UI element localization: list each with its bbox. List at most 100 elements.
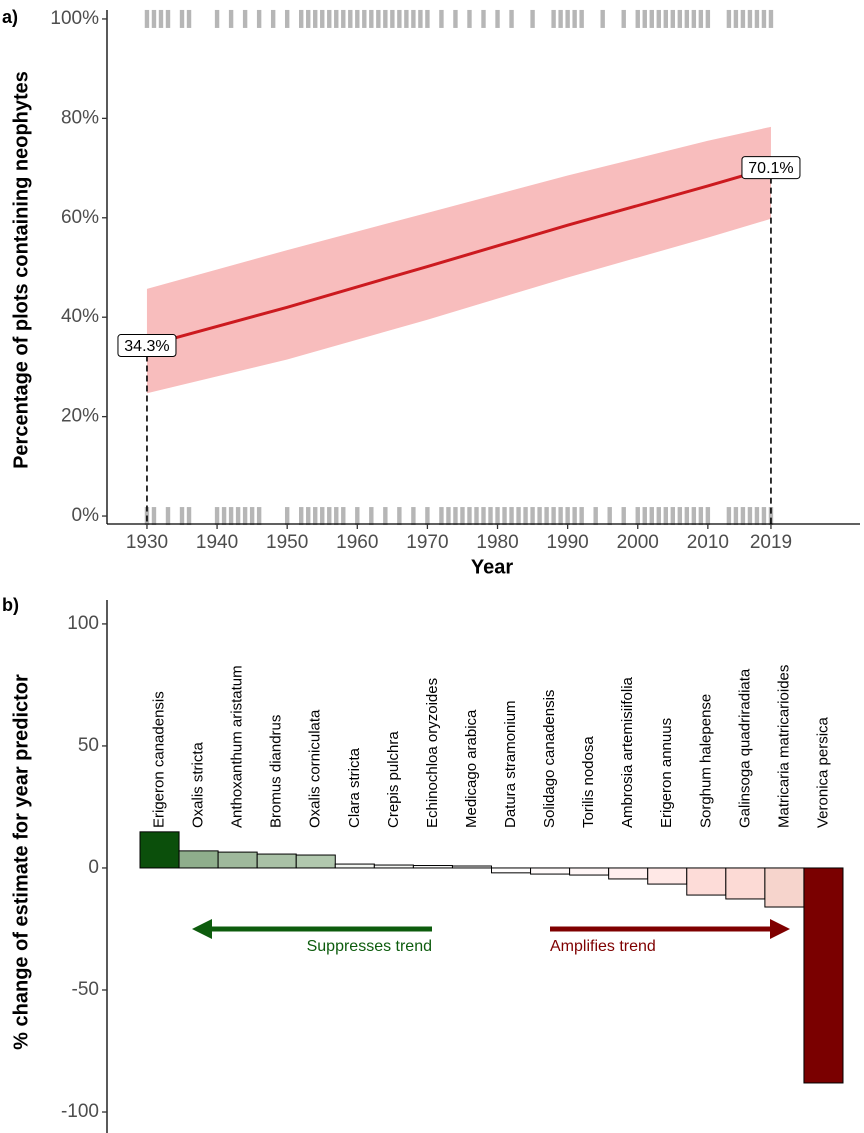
observation-strip xyxy=(670,507,676,526)
observation-strip xyxy=(256,507,262,526)
observation-strip xyxy=(705,507,711,526)
y-tick-label: -100 xyxy=(61,1101,99,1122)
annotation-label: 70.1% xyxy=(748,160,793,177)
category-label: Torilis nodosa xyxy=(580,736,597,828)
observation-strip xyxy=(733,507,739,526)
bar xyxy=(608,867,649,880)
bar xyxy=(295,854,336,869)
bar xyxy=(764,867,805,908)
observation-strip xyxy=(306,507,311,526)
observation-strip xyxy=(299,9,304,28)
observation-strip xyxy=(530,9,535,28)
observation-strip xyxy=(635,507,640,526)
observation-strip xyxy=(551,9,556,28)
observation-strip xyxy=(467,9,472,28)
observation-strip xyxy=(684,9,690,28)
observation-strip xyxy=(397,9,402,28)
category-label: Solidago canadensis xyxy=(541,690,558,828)
observation-strip xyxy=(509,9,514,28)
observation-strip xyxy=(242,9,248,28)
observation-strip xyxy=(320,507,325,526)
x-tick-label: 1940 xyxy=(196,532,238,553)
bar xyxy=(178,850,219,869)
observation-strip xyxy=(656,507,661,526)
observation-strip xyxy=(151,507,157,526)
observation-strip xyxy=(179,507,185,526)
observation-strip xyxy=(761,507,767,526)
bar xyxy=(803,867,844,1084)
observation-strip xyxy=(565,507,570,526)
observation-strip xyxy=(228,9,234,28)
category-label: Veronica persica xyxy=(814,716,831,828)
observation-strip xyxy=(383,507,388,526)
observation-strip xyxy=(383,9,388,28)
y-tick-label: 60% xyxy=(61,207,99,228)
bar xyxy=(217,851,258,869)
observation-strip xyxy=(460,507,465,526)
bar xyxy=(725,867,766,900)
observation-strip xyxy=(256,9,262,28)
observation-strip xyxy=(572,507,577,526)
observation-strip xyxy=(579,507,584,526)
trend-line xyxy=(146,166,772,347)
observation-strip xyxy=(369,507,374,526)
bar xyxy=(412,865,453,869)
category-label: Datura stramonium xyxy=(502,700,519,828)
observation-strip xyxy=(221,507,227,526)
category-label: Echinochloa oryzoides xyxy=(424,678,441,828)
bar xyxy=(334,863,375,869)
observation-strip xyxy=(698,507,704,526)
observation-strip xyxy=(446,507,451,526)
observation-strip xyxy=(376,9,381,28)
observation-strip xyxy=(649,9,654,28)
observation-strip xyxy=(642,507,647,526)
y-tick-label: 0% xyxy=(72,505,100,526)
observation-strip xyxy=(551,507,556,526)
observation-strip xyxy=(698,9,704,28)
category-label: Oxalis stricta xyxy=(190,741,207,828)
observation-strip xyxy=(390,9,395,28)
observation-strip xyxy=(341,507,346,526)
observation-strip xyxy=(355,507,360,526)
confidence-band xyxy=(146,126,771,394)
bar xyxy=(139,831,180,869)
y-axis-title: % change of estimate for year predictor xyxy=(10,674,32,1050)
observation-strip xyxy=(663,9,668,28)
observation-strip xyxy=(425,507,430,526)
category-label: Bromus diandrus xyxy=(268,715,285,828)
observation-strip xyxy=(537,507,542,526)
observation-strip xyxy=(593,507,598,526)
category-label: Sorghum halepense xyxy=(697,694,714,828)
observation-strip xyxy=(754,507,760,526)
bar xyxy=(569,867,610,876)
observation-strip xyxy=(418,9,423,28)
observation-strip xyxy=(334,9,339,28)
observation-strip xyxy=(186,507,192,526)
observation-strip xyxy=(242,507,248,526)
observation-strip xyxy=(299,507,304,526)
observation-strip xyxy=(214,9,220,28)
annotation: 34.3% xyxy=(117,334,177,358)
observation-strip xyxy=(684,507,690,526)
observation-strip xyxy=(705,9,711,28)
observation-strip xyxy=(179,9,185,28)
category-label: Erigeron annuus xyxy=(658,718,675,828)
observation-strip xyxy=(348,9,353,28)
y-tick-label: 0 xyxy=(88,857,99,878)
y-tick-label: 100% xyxy=(50,8,99,29)
annotation-box xyxy=(741,156,801,180)
category-label: Erigeron canadensis xyxy=(150,691,167,828)
observation-strip xyxy=(530,507,535,526)
x-tick-label: 1970 xyxy=(406,532,448,553)
observation-strip xyxy=(768,9,774,28)
observation-strip xyxy=(411,9,416,28)
observation-strip xyxy=(677,9,683,28)
category-label: Clara stricta xyxy=(346,747,363,828)
observation-strip xyxy=(558,507,563,526)
observation-strip xyxy=(495,507,500,526)
observation-strip xyxy=(284,9,290,28)
observation-strip xyxy=(544,507,549,526)
x-axis-title: Year xyxy=(471,556,513,578)
x-tick-label: 1950 xyxy=(266,532,308,553)
observation-strip xyxy=(747,9,753,28)
